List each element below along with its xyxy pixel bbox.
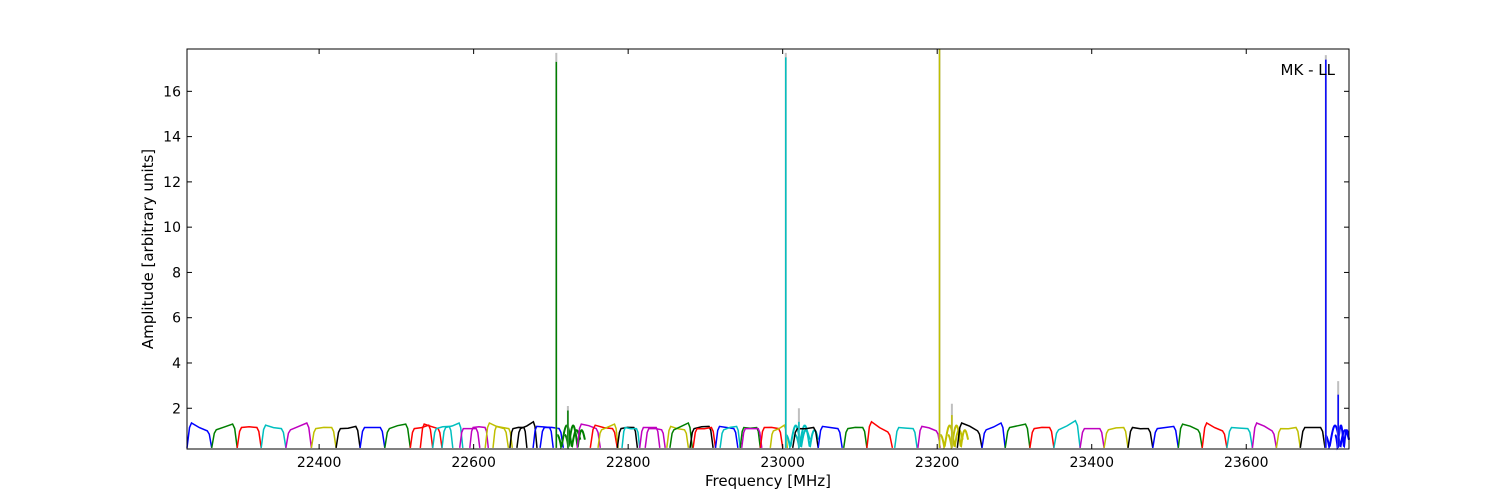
series-layer [186,49,1350,451]
channel-line [210,423,238,449]
x-tick-label: 22400 [297,455,342,471]
channel-line [1004,423,1031,449]
channel-line [956,422,983,449]
channel-line [1226,426,1254,449]
channel-line [431,425,454,448]
channel-line [866,420,894,449]
channel-line [1152,425,1180,449]
channel-line [1079,427,1105,449]
x-tick-label: 23000 [760,455,805,471]
channel-line [759,426,784,449]
channel-line [1177,423,1203,449]
channel-line [817,425,843,449]
channel-line [1324,424,1350,450]
channel-line [539,426,565,449]
y-tick-label: 4 [172,356,181,372]
plot-frame [186,48,1350,450]
channel-line [1103,426,1129,449]
channel-line [719,425,741,449]
channel-line [1275,426,1302,449]
y-tick-label: 12 [163,175,181,191]
channel-line [769,424,789,448]
channel-line [644,427,666,449]
ticks-layer: 22400 22600 22800 23000 23200 23400 23600 2 4 6 8 1… [163,49,1349,471]
channel-line [458,427,481,448]
x-tick-label: 22600 [451,455,496,471]
channel-line [917,425,942,449]
x-tick-label: 23400 [1069,455,1114,471]
channel-line [597,423,619,449]
y-tick-label: 14 [163,130,181,146]
y-tick-label: 6 [172,311,181,327]
x-axis-label: Frequency [MHz] [705,472,831,490]
y-tick-label: 8 [172,265,181,281]
channel-line [384,423,412,449]
channel-line [893,426,918,449]
channel-line [616,426,639,449]
x-tick-label: 22800 [606,455,651,471]
channel-line [1053,419,1081,449]
x-tick-label: 23200 [915,455,960,471]
channel-line [621,426,641,448]
channel-line [1029,426,1055,449]
channel-line [714,425,739,449]
channel-line [236,426,262,449]
channel-line [689,425,714,449]
channel-line [441,421,464,448]
channel-line [981,421,1006,449]
channel-line [589,424,619,449]
channel-line [516,420,538,448]
channel-line [1201,421,1228,449]
channel-line [509,426,528,448]
channel-line [419,423,443,449]
channel-line [492,425,514,448]
channel-line [1299,426,1326,449]
channel-line [285,422,313,449]
channel-line [842,426,868,449]
channel-line [409,424,434,449]
channel-line [532,425,554,448]
channel-line [1127,426,1154,449]
y-axis-label: Amplitude [arbitrary units] [139,149,157,349]
channel-line [186,421,213,449]
x-tick-label: 23600 [1224,455,1269,471]
channel-line [310,426,337,449]
annotation-label: MK - LL [1281,61,1336,79]
channel-line [740,427,763,448]
channel-line [1251,422,1278,449]
y-tick-label: 2 [172,401,181,417]
channel-line [669,421,694,449]
channel-line [359,426,386,449]
channel-line [260,424,287,449]
channel-line [692,426,717,449]
channel-line [576,423,602,449]
channel-line [791,426,819,449]
y-tick-label: 16 [163,84,181,100]
channel-line [335,425,361,449]
y-tick-label: 10 [163,220,181,236]
channel-line [638,426,661,448]
